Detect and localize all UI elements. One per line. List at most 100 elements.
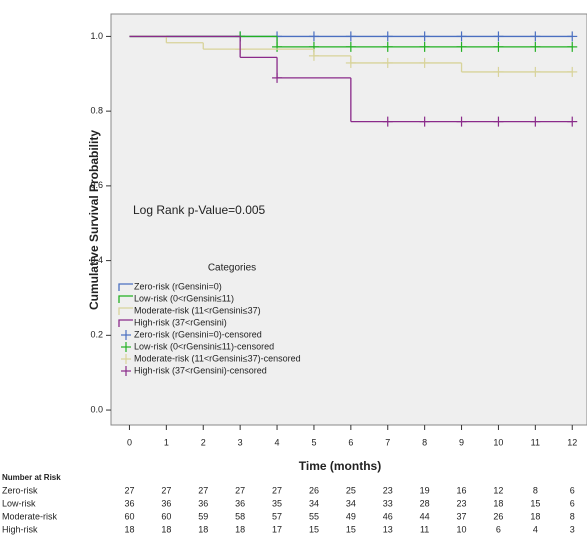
censored-mark bbox=[456, 116, 467, 127]
risk-value: 11 bbox=[420, 524, 429, 534]
y-tick-label: 0.4 bbox=[90, 255, 103, 265]
risk-value: 44 bbox=[420, 511, 430, 521]
risk-value: 3 bbox=[570, 524, 575, 534]
risk-value: 49 bbox=[346, 511, 356, 521]
x-tick-label: 9 bbox=[459, 437, 464, 447]
censored-mark bbox=[530, 116, 541, 127]
x-tick-label: 4 bbox=[275, 437, 280, 447]
risk-value: 35 bbox=[272, 498, 282, 508]
censored-mark bbox=[567, 116, 578, 127]
risk-value: 13 bbox=[383, 524, 393, 534]
y-tick-label: 0.6 bbox=[90, 180, 103, 190]
risk-value: 27 bbox=[235, 485, 245, 495]
y-tick-label: 0.2 bbox=[90, 330, 103, 340]
censored-mark bbox=[272, 41, 283, 52]
risk-value: 6 bbox=[496, 524, 501, 534]
censored-mark bbox=[308, 31, 319, 42]
risk-value: 46 bbox=[383, 511, 393, 521]
x-tick-label: 2 bbox=[201, 437, 206, 447]
legend-label: Moderate-risk (11<rGensini≤37) bbox=[134, 305, 261, 315]
legend-label: Low-risk (0<rGensini≤11) bbox=[134, 293, 234, 303]
x-tick-label: 10 bbox=[493, 437, 503, 447]
annotation: Log Rank p-Value=0.005 bbox=[133, 203, 266, 217]
censored-mark bbox=[419, 41, 430, 52]
risk-value: 6 bbox=[570, 498, 575, 508]
x-tick-label: 7 bbox=[385, 437, 390, 447]
x-tick-label: 0 bbox=[127, 437, 132, 447]
risk-value: 6 bbox=[570, 485, 575, 495]
risk-value: 15 bbox=[309, 524, 319, 534]
censored-mark bbox=[345, 31, 356, 42]
legend-symbol bbox=[118, 283, 133, 291]
risk-value: 27 bbox=[161, 485, 171, 495]
risk-value: 36 bbox=[161, 498, 171, 508]
legend-label: Moderate-risk (11<rGensini≤37)-censored bbox=[134, 353, 301, 363]
risk-value: 10 bbox=[457, 524, 467, 534]
risk-row-label: High-risk bbox=[2, 524, 38, 534]
x-tick-label: 12 bbox=[567, 437, 577, 447]
y-tick-label: 0.8 bbox=[90, 106, 103, 116]
risk-value: 57 bbox=[272, 511, 282, 521]
risk-value: 37 bbox=[457, 511, 467, 521]
censored-mark bbox=[530, 66, 541, 77]
censored-mark bbox=[567, 31, 578, 42]
risk-value: 18 bbox=[124, 524, 134, 534]
risk-value: 23 bbox=[383, 485, 393, 495]
censored-mark bbox=[308, 50, 319, 61]
risk-value: 18 bbox=[530, 511, 540, 521]
censored-mark bbox=[419, 57, 430, 68]
risk-value: 36 bbox=[124, 498, 134, 508]
risk-value: 23 bbox=[457, 498, 467, 508]
legend-label: Zero-risk (rGensini=0)-censored bbox=[134, 329, 262, 339]
risk-value: 27 bbox=[198, 485, 208, 495]
risk-value: 15 bbox=[346, 524, 356, 534]
risk-value: 15 bbox=[530, 498, 540, 508]
risk-value: 36 bbox=[198, 498, 208, 508]
censored-mark bbox=[345, 57, 356, 68]
risk-value: 33 bbox=[383, 498, 393, 508]
plot-area bbox=[110, 13, 587, 426]
risk-value: 27 bbox=[124, 485, 134, 495]
legend-symbol bbox=[121, 342, 131, 352]
risk-value: 27 bbox=[272, 485, 282, 495]
risk-value: 55 bbox=[309, 511, 319, 521]
risk-value: 36 bbox=[235, 498, 245, 508]
risk-value: 60 bbox=[161, 511, 171, 521]
risk-value: 12 bbox=[493, 485, 503, 495]
risk-value: 17 bbox=[272, 524, 282, 534]
censored-mark bbox=[493, 116, 504, 127]
risk-row-label: Moderate-risk bbox=[2, 511, 58, 521]
legend-symbol bbox=[118, 295, 133, 303]
y-tick-label: 0.0 bbox=[90, 404, 103, 414]
censored-mark bbox=[530, 41, 541, 52]
risk-value: 60 bbox=[124, 511, 134, 521]
risk-value: 26 bbox=[493, 511, 503, 521]
y-tick-label: 1.0 bbox=[90, 31, 103, 41]
risk-value: 18 bbox=[493, 498, 503, 508]
legend-label: Low-risk (0<rGensini≤11)-censored bbox=[134, 341, 274, 351]
censored-mark bbox=[567, 41, 578, 52]
censored-mark bbox=[493, 31, 504, 42]
legend-label: Zero-risk (rGensini=0) bbox=[134, 281, 222, 291]
legend-label: High-risk (37<rGensini)-censored bbox=[134, 365, 267, 375]
risk-value: 26 bbox=[309, 485, 319, 495]
censored-mark bbox=[345, 41, 356, 52]
censored-mark bbox=[382, 116, 393, 127]
x-axis-label: Time (months) bbox=[299, 459, 381, 473]
legend-symbol bbox=[121, 366, 131, 376]
legend-symbol bbox=[118, 307, 133, 315]
x-tick-label: 11 bbox=[531, 437, 540, 447]
censored-mark bbox=[493, 66, 504, 77]
x-tick-label: 1 bbox=[164, 437, 169, 447]
censored-mark bbox=[419, 31, 430, 42]
censored-mark bbox=[456, 41, 467, 52]
censored-mark bbox=[567, 66, 578, 77]
censored-mark bbox=[456, 31, 467, 42]
x-tick-label: 6 bbox=[348, 437, 353, 447]
risk-value: 4 bbox=[533, 524, 538, 534]
risk-row-label: Low-risk bbox=[2, 498, 36, 508]
censored-mark bbox=[272, 72, 283, 83]
risk-value: 18 bbox=[198, 524, 208, 534]
risk-value: 34 bbox=[346, 498, 356, 508]
censored-mark bbox=[382, 31, 393, 42]
